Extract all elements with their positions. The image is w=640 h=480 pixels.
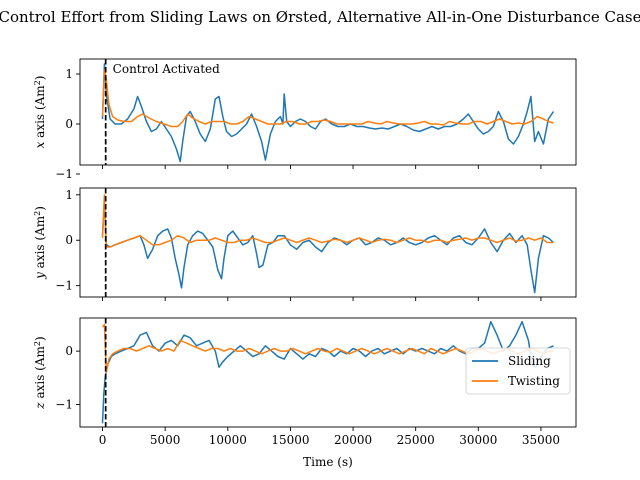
x-tick-label: 15000	[271, 433, 309, 447]
series-line-twisting	[101, 69, 554, 128]
series-line-twisting	[101, 194, 554, 248]
x-tick-label: 10000	[209, 433, 247, 447]
y-axis-label: x axis (Am2)	[33, 76, 47, 149]
legend-label-twisting: Twisting	[508, 374, 560, 388]
x-tick-label: 35000	[522, 433, 560, 447]
y-tick-label: 1	[65, 67, 73, 81]
axes-frame	[79, 58, 577, 166]
activation-annotation: Control Activated	[113, 62, 220, 76]
subplot-2: −1 0 1 y axis (Am2)	[33, 187, 577, 301]
y-axis-label: y axis (Am2)	[33, 206, 47, 280]
y-tick-label: −1	[55, 167, 73, 181]
y-tick-label: −1	[55, 279, 73, 293]
legend-box	[465, 347, 571, 395]
series-line-sliding	[101, 63, 555, 163]
x-tick-label: 30000	[459, 433, 497, 447]
x-tick-label: 5000	[150, 433, 181, 447]
legend: Sliding Twisting	[465, 347, 571, 395]
y-axis-label: z axis (Am2)	[33, 336, 47, 409]
x-axis-label: Time (s)	[303, 455, 353, 469]
axes-frame	[79, 187, 577, 298]
y-tick-label: 0	[65, 344, 73, 358]
x-tick-label: 20000	[334, 433, 372, 447]
plot-area	[101, 59, 555, 165]
subplot-1: −1 0 1 x axis (Am2) Control Activated	[33, 58, 577, 181]
x-tick-label: 0	[99, 433, 107, 447]
y-tick-label: 0	[65, 233, 73, 247]
axes-frame	[79, 317, 577, 428]
subplot-3: −1 0 0 5000 10000 15000 20000 25000 30000 35000 z …	[33, 317, 577, 447]
series-line-sliding	[101, 198, 554, 294]
chart-title: Control Effort from Sliding Laws on Ørst…	[0, 8, 640, 26]
legend-label-sliding: Sliding	[508, 354, 551, 368]
y-tick-label: 1	[65, 188, 73, 202]
y-tick-label: −1	[55, 398, 73, 412]
x-tick-label: 25000	[397, 433, 435, 447]
subplots-container: −1 0 1 x axis (Am2) Control Activated −1 0 1 y a…	[33, 58, 577, 447]
y-tick-label: 0	[65, 117, 73, 131]
plot-area	[101, 188, 554, 297]
